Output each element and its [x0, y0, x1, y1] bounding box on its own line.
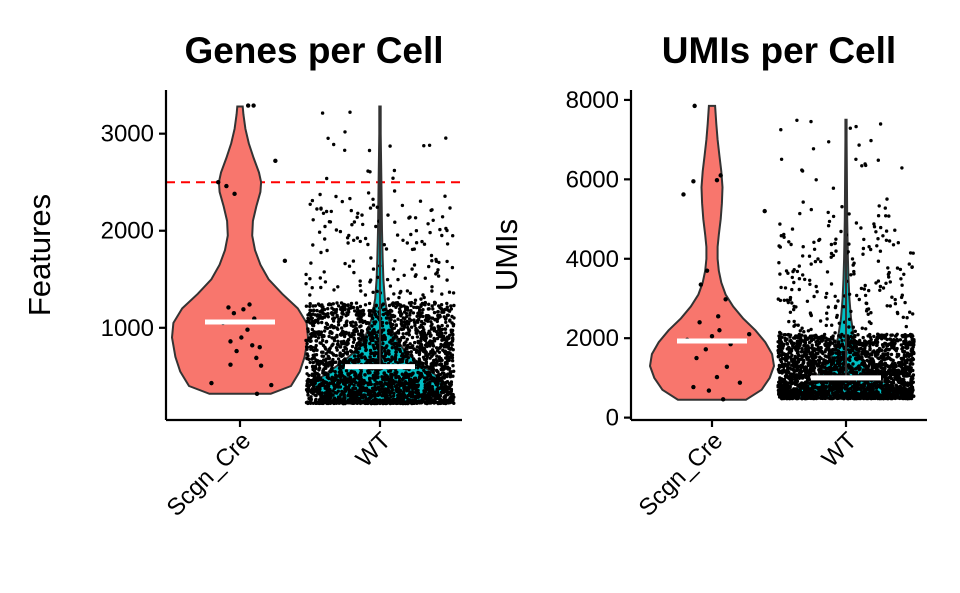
- data-point: [250, 343, 255, 348]
- y-axis-title: Features: [22, 194, 57, 316]
- data-point: [723, 297, 728, 302]
- panel-1: UMIs per Cell UMIs 0 2000 4000 6000 8000 Scgn_C…: [489, 30, 927, 522]
- data-point: [258, 363, 264, 368]
- data-point: [245, 327, 250, 332]
- data-point: [703, 347, 708, 352]
- y-tick-label: 4000: [566, 246, 619, 273]
- data-point: [706, 388, 712, 393]
- data-point: [691, 384, 696, 390]
- y-axis-title: UMIs: [489, 219, 524, 291]
- y-tick-label: 3000: [101, 121, 154, 148]
- y-tick-label: 6000: [566, 166, 619, 193]
- data-point: [716, 314, 721, 319]
- data-point: [226, 305, 231, 310]
- data-point: [232, 191, 237, 197]
- data-point: [747, 332, 752, 337]
- data-point: [239, 335, 244, 340]
- data-point: [241, 307, 246, 312]
- data-point: [694, 355, 699, 361]
- data-point: [234, 348, 239, 354]
- panel-0: Genes per Cell Features 1000 2000 3000 Scgn_C…: [22, 30, 462, 522]
- data-point: [692, 103, 697, 109]
- data-point: [269, 382, 274, 388]
- panel-title: UMIs per Cell: [662, 30, 896, 71]
- data-point: [681, 192, 686, 197]
- data-point: [718, 173, 723, 178]
- data-point: [251, 103, 256, 108]
- data-point: [228, 339, 233, 344]
- y-tick-label: 2000: [101, 218, 154, 245]
- data-point: [231, 311, 237, 316]
- data-point: [698, 282, 704, 287]
- panel-title: Genes per Cell: [184, 30, 443, 71]
- data-point: [216, 180, 221, 185]
- point-cloud-WT: [304, 110, 456, 406]
- data-point: [247, 302, 252, 307]
- data-point: [254, 355, 259, 361]
- data-point: [714, 177, 720, 183]
- x-tick-label: WT: [351, 427, 397, 473]
- data-point: [714, 374, 720, 380]
- violin-Scgn_Cre: [648, 104, 776, 401]
- data-point: [717, 328, 722, 333]
- data-point: [704, 268, 710, 273]
- data-point: [697, 320, 702, 325]
- data-point: [257, 345, 262, 350]
- x-tick-label: Scgn_Cre: [634, 427, 729, 522]
- data-point: [224, 183, 229, 189]
- data-point: [720, 397, 726, 402]
- data-point: [228, 362, 233, 367]
- y-tick-label: 1000: [101, 315, 154, 342]
- data-point: [245, 103, 251, 108]
- y-tick-label: 8000: [566, 87, 619, 114]
- data-point: [762, 208, 767, 214]
- x-tick-label: Scgn_Cre: [162, 427, 257, 522]
- y-tick-label: 2000: [566, 325, 619, 352]
- data-point: [737, 380, 743, 385]
- y-tick-label: 0: [606, 405, 619, 432]
- point-cloud-WT: [776, 118, 916, 401]
- data-point: [709, 334, 715, 339]
- data-point: [724, 364, 730, 369]
- data-point: [273, 158, 278, 164]
- data-point: [254, 391, 260, 396]
- data-point: [209, 380, 214, 386]
- violin-Scgn_Cre: [170, 105, 310, 395]
- data-point: [282, 258, 288, 264]
- data-point: [691, 179, 696, 184]
- x-tick-label: WT: [817, 427, 863, 473]
